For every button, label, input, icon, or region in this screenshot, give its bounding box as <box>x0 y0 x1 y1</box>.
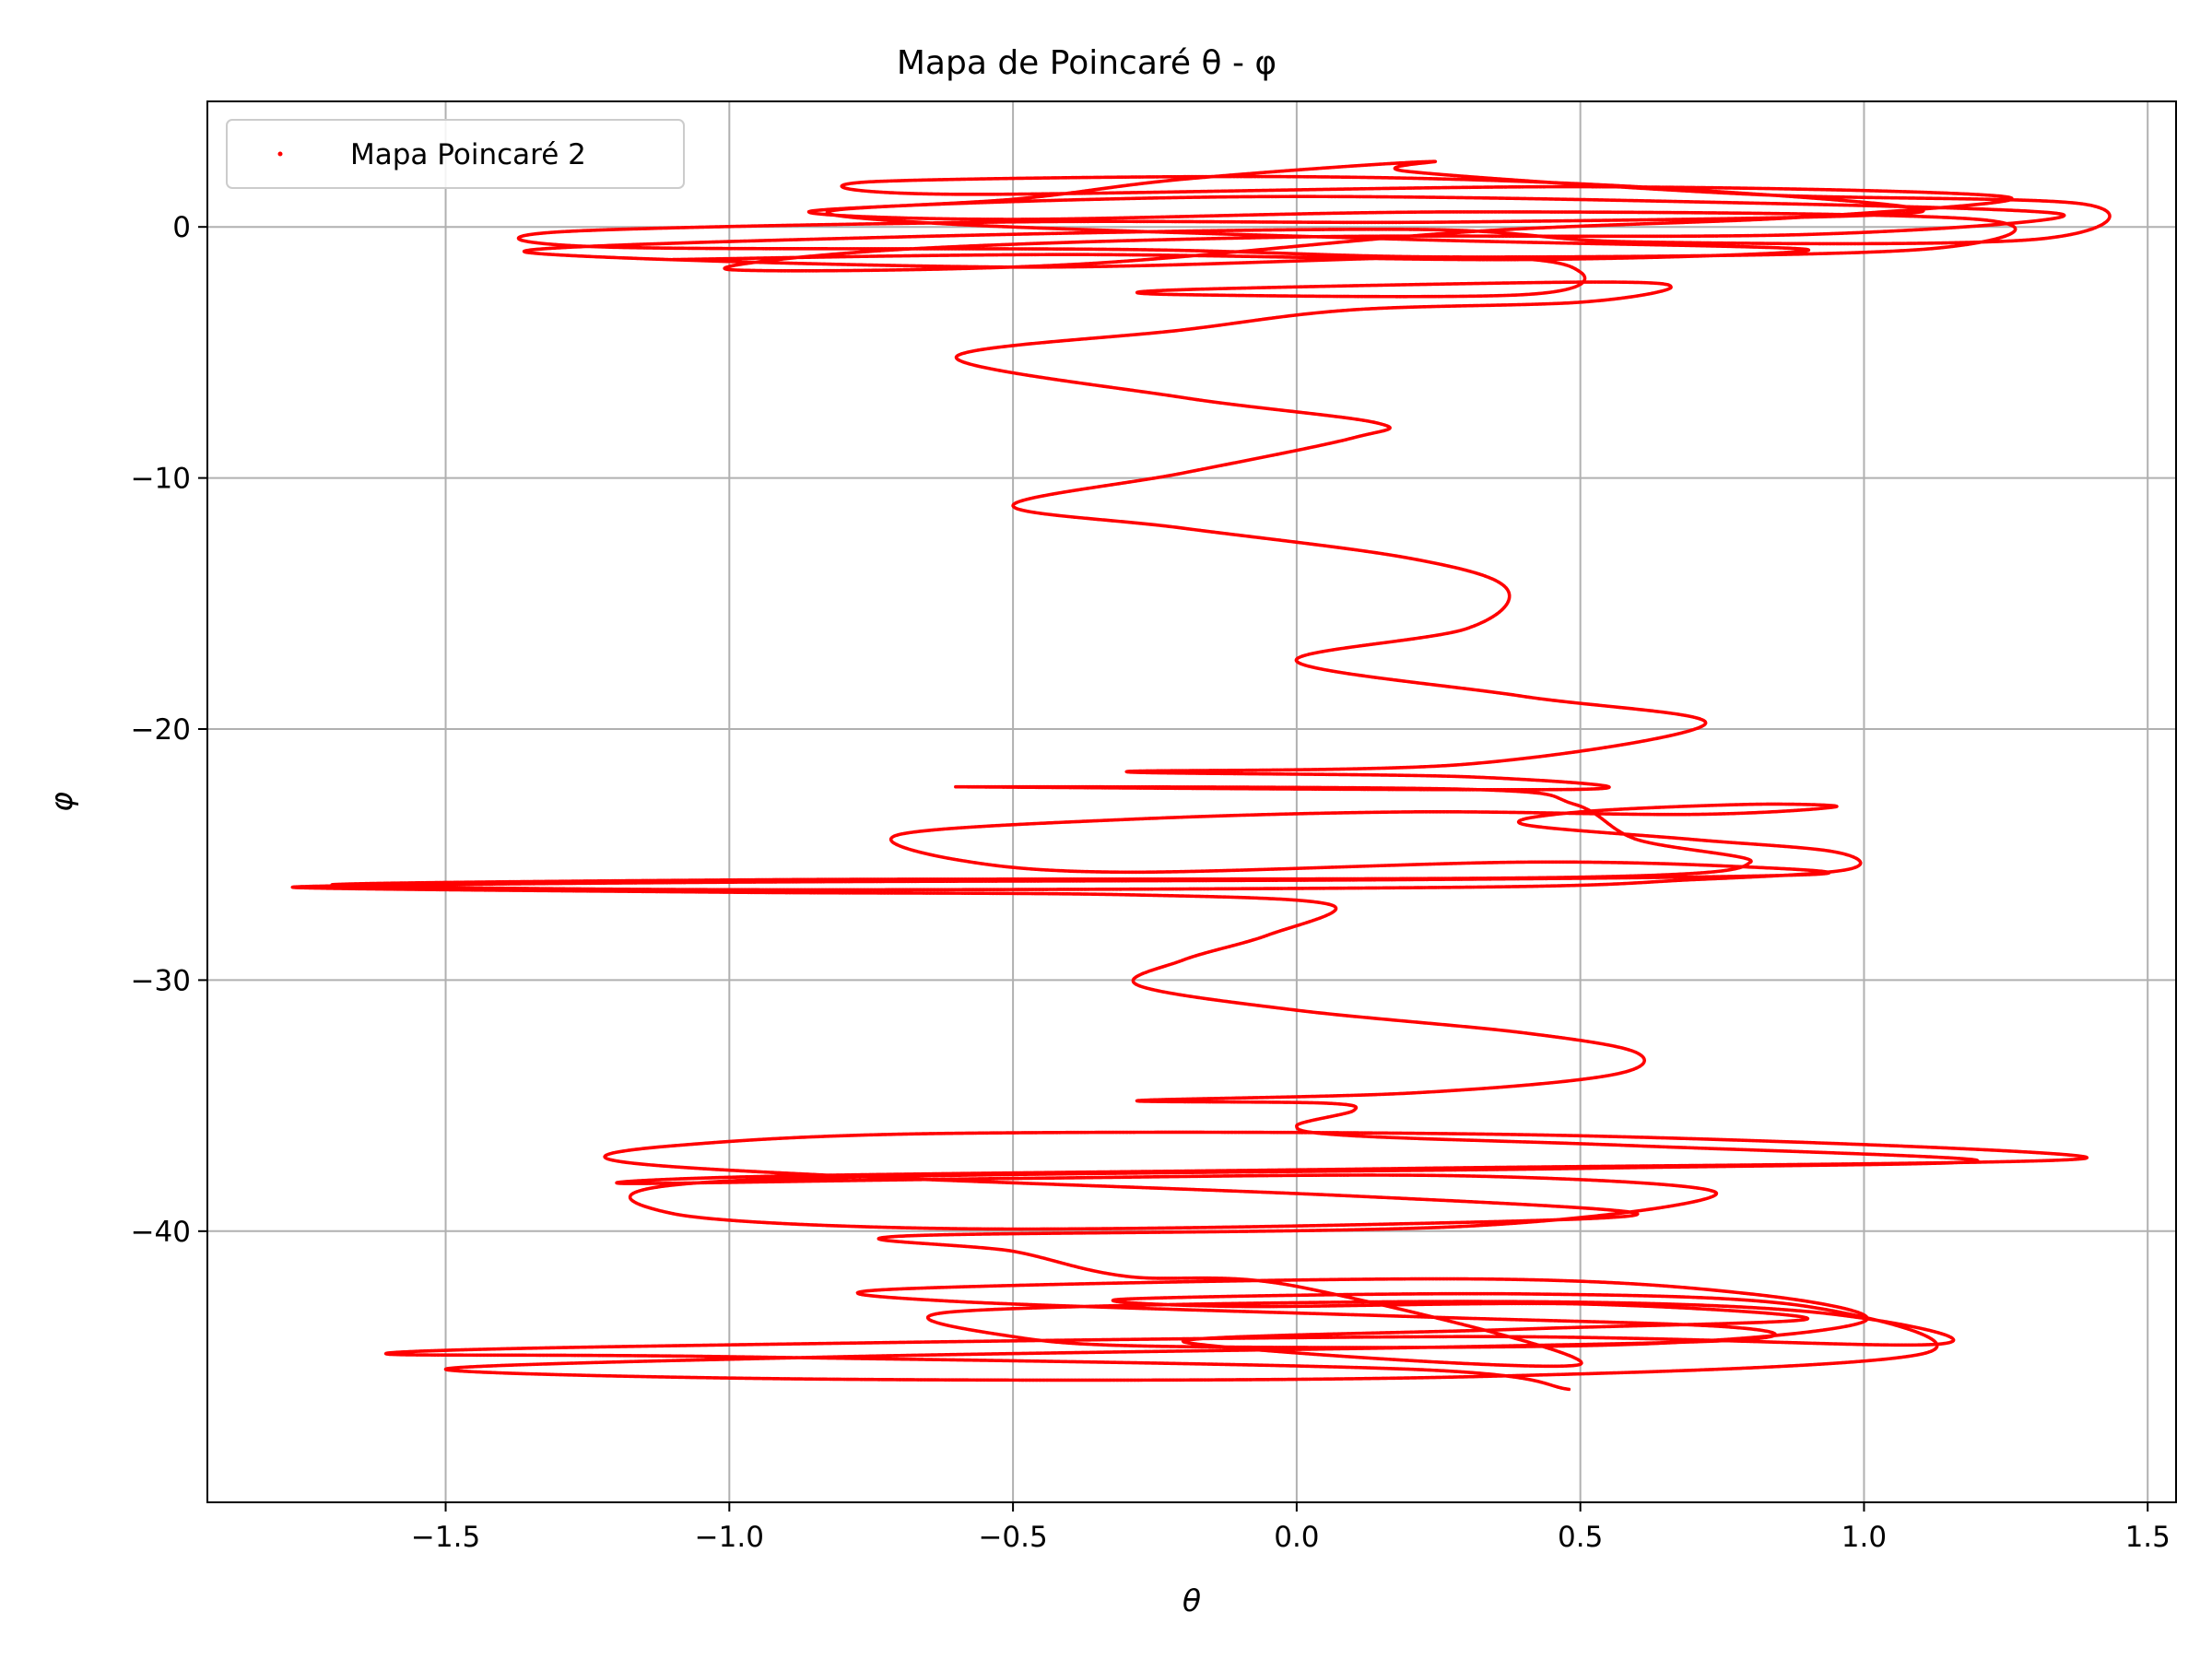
x-tick-label: −1.5 <box>411 1521 480 1554</box>
y-tick-label: 0 <box>172 211 191 244</box>
series-trajectory <box>290 159 2112 1392</box>
x-tick-label: −1.0 <box>695 1521 764 1554</box>
axis-ticks: −1.5 −1.0 −0.5 0.0 0.5 1.0 1.5 0 −10 −20 −30 −40 <box>131 211 2171 1554</box>
x-tick-label: 0.5 <box>1558 1521 1603 1554</box>
plot-frame <box>206 100 2177 1503</box>
x-tick-label: 0.0 <box>1274 1521 1319 1554</box>
legend-label: Mapa Poincaré 2 <box>350 138 586 171</box>
y-tick-label: −30 <box>131 964 191 997</box>
y-tick-label: −40 <box>131 1216 191 1249</box>
grid-lines <box>207 101 2176 1502</box>
y-axis-label: φ <box>43 792 79 812</box>
x-tick-label: −0.5 <box>978 1521 1047 1554</box>
legend-box <box>226 119 685 189</box>
series-layer <box>290 159 2112 1392</box>
legend-marker <box>277 151 283 157</box>
x-tick-label: 1.5 <box>2125 1521 2171 1554</box>
x-tick-label: 1.0 <box>1841 1521 1887 1554</box>
x-axis-label: θ <box>1182 1583 1201 1618</box>
y-tick-label: −10 <box>131 463 191 496</box>
y-tick-label: −20 <box>131 713 191 747</box>
chart-title: Mapa de Poincaré θ - φ <box>897 44 1277 82</box>
legend: Mapa Poincaré 2 <box>226 119 685 189</box>
